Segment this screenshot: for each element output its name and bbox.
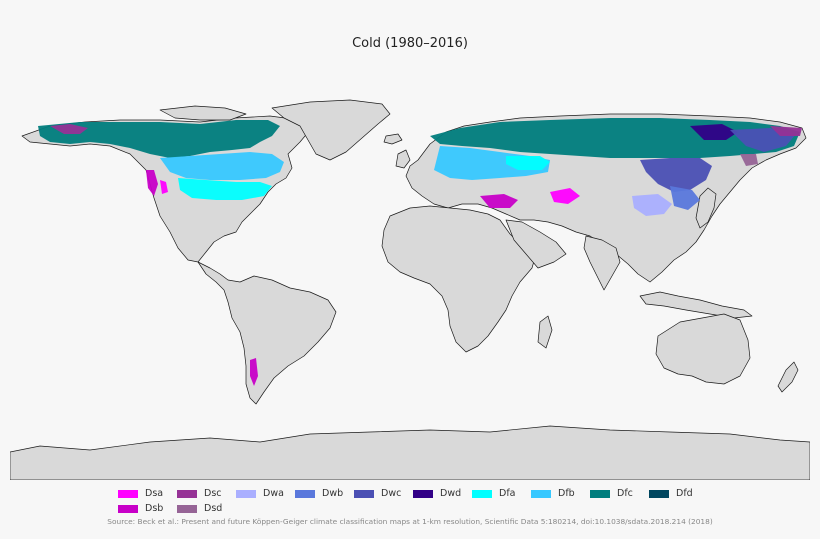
legend-label-dsc: Dsc: [204, 488, 222, 499]
legend-item-dfc: Dfc: [590, 486, 649, 501]
legend-item-dsd: Dsd: [177, 501, 236, 516]
legend-swatch-dsb: [118, 504, 138, 513]
legend-item-dwd: Dwd: [413, 486, 472, 501]
legend-swatch-dwc: [354, 489, 374, 498]
british-isles: [395, 149, 411, 169]
zone-dwc-east-asia: [640, 158, 712, 192]
antarctica-landmass: [10, 425, 810, 480]
legend-item-dsb: Dsb: [118, 501, 177, 516]
zone-dfb-north-america: [160, 152, 284, 180]
climate-zones: [38, 118, 802, 386]
zone-dsa-turkey: [550, 188, 580, 204]
legend-row-2: Dsb Dsd: [118, 501, 718, 516]
zone-dfa-eastern-europe: [506, 156, 550, 170]
new-zealand: [777, 361, 799, 393]
zone-dfc-north-america: [38, 120, 280, 158]
zone-dsa-rockies: [160, 180, 168, 194]
legend-row-1: Dsa Dsc Dwa Dwb Dwc Dwd Dfa Dfb: [118, 486, 718, 501]
indian-subcontinent: [583, 235, 621, 291]
legend-label-dsb: Dsb: [145, 503, 164, 514]
legend-swatch-dsd: [177, 504, 197, 513]
legend-item-dwb: Dwb: [295, 486, 354, 501]
legend-swatch-dsa: [118, 489, 138, 498]
legend-label-dfb: Dfb: [558, 488, 575, 499]
legend-label-dsd: Dsd: [204, 503, 223, 514]
legend-swatch-dwa: [236, 489, 256, 498]
legend-label-dwb: Dwb: [322, 488, 344, 499]
legend-item-dwc: Dwc: [354, 486, 413, 501]
legend-swatch-dfb: [531, 489, 551, 498]
legend-swatch-dwd: [413, 489, 433, 498]
legend: Dsa Dsc Dwa Dwb Dwc Dwd Dfa Dfb: [118, 486, 718, 516]
legend-label-dwa: Dwa: [263, 488, 284, 499]
zone-dwd-siberia: [690, 124, 738, 140]
legend-item-dwa: Dwa: [236, 486, 295, 501]
legend-label-dfc: Dfc: [617, 488, 633, 499]
zone-dwa-china: [632, 194, 672, 216]
legend-label-dwd: Dwd: [440, 488, 462, 499]
zone-dsb-andes: [250, 358, 258, 386]
source-citation: Source: Beck et al.: Present and future …: [107, 517, 713, 526]
arctic-islands: [159, 105, 247, 121]
legend-label-dsa: Dsa: [145, 488, 164, 499]
legend-item-dsc: Dsc: [177, 486, 236, 501]
legend-swatch-dwb: [295, 489, 315, 498]
zone-dsb-central-asia: [480, 194, 518, 208]
iceland: [383, 133, 403, 145]
legend-item-dfb: Dfb: [531, 486, 590, 501]
world-map: [10, 99, 810, 480]
australia-landmass: [655, 313, 751, 385]
legend-label-dfd: Dfd: [676, 488, 693, 499]
legend-swatch-dsc: [177, 489, 197, 498]
greenland-landmass: [271, 99, 391, 161]
zone-dsd-kamchatka: [740, 154, 758, 166]
legend-label-dfa: Dfa: [499, 488, 516, 499]
zone-dfb-eurasia: [434, 146, 550, 180]
arabian-peninsula: [505, 219, 567, 269]
zone-dfa-north-america: [178, 178, 272, 200]
zone-dsc-chukotka: [770, 126, 802, 136]
africa-landmass: [381, 205, 537, 353]
japan-islands: [695, 187, 717, 229]
legend-swatch-dfa: [472, 489, 492, 498]
legend-swatch-dfd: [649, 489, 669, 498]
legend-swatch-dfc: [590, 489, 610, 498]
legend-item-dfd: Dfd: [649, 486, 708, 501]
zone-dsb-rockies: [146, 170, 158, 196]
legend-item-dsa: Dsa: [118, 486, 177, 501]
legend-label-dwc: Dwc: [381, 488, 402, 499]
zone-dsc-alaska: [50, 124, 88, 134]
zone-dwb-east-asia: [670, 186, 700, 210]
south-america-landmass: [197, 261, 337, 405]
southeast-asia-islands: [639, 291, 753, 319]
map-title: Cold (1980–2016): [352, 36, 468, 51]
madagascar: [537, 315, 553, 349]
legend-item-dfa: Dfa: [472, 486, 531, 501]
